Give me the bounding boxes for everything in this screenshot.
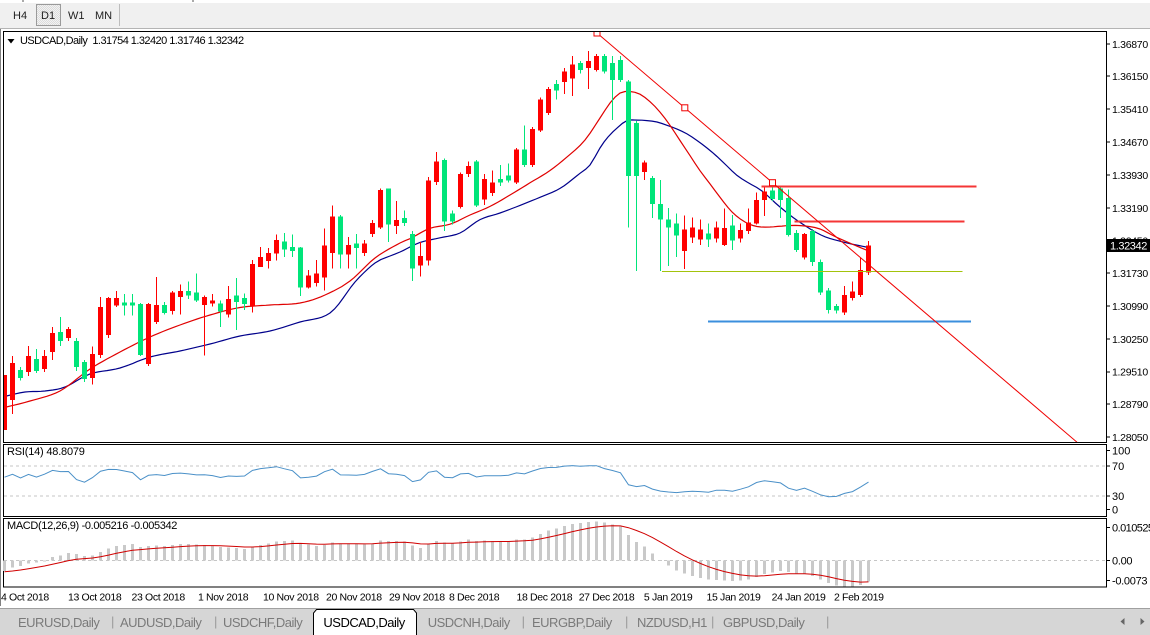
svg-text:RSI(14) 48.8079: RSI(14) 48.8079: [7, 446, 85, 458]
svg-text:1.32342: 1.32342: [1110, 241, 1147, 253]
svg-text:1.28790: 1.28790: [1112, 399, 1148, 411]
svg-text:NZDUSD,H1: NZDUSD,H1: [637, 615, 707, 630]
svg-text:W1: W1: [68, 10, 85, 22]
svg-text:23 Oct 2018: 23 Oct 2018: [132, 592, 186, 604]
svg-text:0.00: 0.00: [1112, 555, 1132, 567]
svg-text:15 Jan 2019: 15 Jan 2019: [707, 592, 761, 604]
svg-text:D1: D1: [41, 10, 55, 22]
svg-text:0.010525: 0.010525: [1112, 522, 1150, 534]
svg-text:29 Nov 2018: 29 Nov 2018: [389, 592, 445, 604]
svg-text:20 Nov 2018: 20 Nov 2018: [326, 592, 382, 604]
svg-text:70: 70: [1112, 461, 1124, 473]
svg-text:1.36870: 1.36870: [1112, 39, 1148, 51]
svg-text:|: |: [214, 614, 217, 629]
svg-text:-0.0073: -0.0073: [1112, 575, 1147, 587]
svg-text:MACD(12,26,9) -0.005216 -0.005: MACD(12,26,9) -0.005216 -0.005342: [7, 520, 177, 532]
svg-text:1.33930: 1.33930: [1112, 170, 1148, 182]
svg-text:13 Oct 2018: 13 Oct 2018: [68, 592, 122, 604]
svg-text:1.29510: 1.29510: [1112, 367, 1148, 379]
svg-text:USDCNH,Daily: USDCNH,Daily: [428, 615, 511, 630]
svg-text:5 Jan 2019: 5 Jan 2019: [644, 592, 693, 604]
svg-text:18 Dec 2018: 18 Dec 2018: [517, 592, 573, 604]
svg-text:|: |: [711, 614, 714, 629]
svg-text:MN: MN: [95, 10, 112, 22]
svg-text:8 Dec 2018: 8 Dec 2018: [449, 592, 500, 604]
svg-text:1.30250: 1.30250: [1112, 334, 1148, 346]
svg-text:27 Dec 2018: 27 Dec 2018: [579, 592, 635, 604]
svg-text:USDCAD,Daily 1.31754 1.32420: USDCAD,Daily 1.31754 1.32420 1.31746 1.3…: [20, 35, 244, 47]
svg-text:GBPUSD,Daily: GBPUSD,Daily: [723, 615, 805, 630]
svg-text:|: |: [522, 614, 525, 629]
svg-text:EURUSD,Daily: EURUSD,Daily: [18, 615, 100, 630]
svg-text:1.28050: 1.28050: [1112, 432, 1148, 444]
svg-text:USDCAD,Daily: USDCAD,Daily: [323, 615, 405, 630]
svg-text:EURGBP,Daily: EURGBP,Daily: [532, 615, 613, 630]
svg-text:1 Nov 2018: 1 Nov 2018: [198, 592, 249, 604]
svg-text:1.35410: 1.35410: [1112, 104, 1148, 116]
svg-text:1.33190: 1.33190: [1112, 203, 1148, 215]
svg-text:AUDUSD,Daily: AUDUSD,Daily: [120, 615, 202, 630]
svg-text:USDCHF,Daily: USDCHF,Daily: [223, 615, 303, 630]
svg-text:2 Feb 2019: 2 Feb 2019: [834, 592, 884, 604]
svg-text:1.31730: 1.31730: [1112, 268, 1148, 280]
svg-text:0: 0: [1112, 505, 1118, 517]
svg-text:1.30990: 1.30990: [1112, 301, 1148, 313]
svg-text:100: 100: [1112, 446, 1130, 458]
svg-text:10 Nov 2018: 10 Nov 2018: [263, 592, 319, 604]
svg-text:|: |: [111, 614, 114, 629]
svg-text:1.34670: 1.34670: [1112, 137, 1148, 149]
svg-text:30: 30: [1112, 491, 1124, 503]
svg-text:1.36150: 1.36150: [1112, 71, 1148, 83]
svg-text:|: |: [826, 614, 829, 629]
svg-text:24 Jan 2019: 24 Jan 2019: [772, 592, 826, 604]
svg-text:|: |: [625, 614, 628, 629]
svg-text:H4: H4: [13, 10, 27, 22]
svg-text:4 Oct 2018: 4 Oct 2018: [1, 592, 49, 604]
